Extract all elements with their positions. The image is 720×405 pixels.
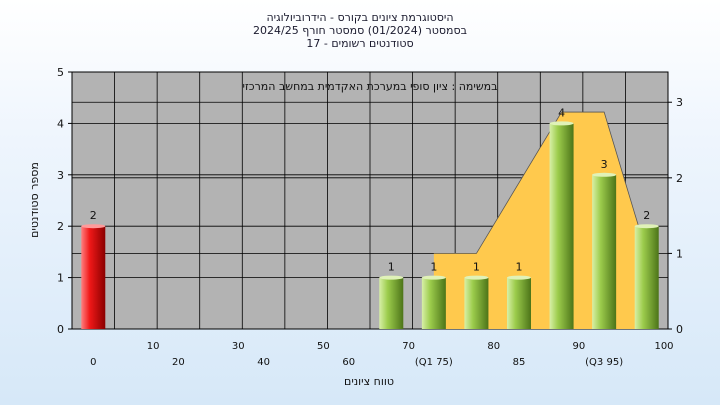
x-tick-label: 90: [572, 341, 585, 352]
y-tick-label: 1: [57, 272, 64, 285]
x-tick-label: (Q1 75): [415, 357, 453, 368]
data-label-100: 2: [643, 209, 650, 222]
x-tick-label: 80: [487, 341, 500, 352]
data-label-80: 1: [473, 261, 480, 274]
y2-tick-label: 1: [676, 247, 683, 260]
chart-title: היסטוגרמת ציונים בקורס - הידרוביולוגיה ב…: [253, 11, 467, 50]
y-tick-label: 2: [57, 220, 64, 233]
data-label-75: 1: [430, 261, 437, 274]
x-axis-label: טווח ציונים: [344, 375, 394, 388]
bar-95: [592, 174, 617, 329]
chart-annotation: במשימה : ציון סופי במערכת האקדמית במחשב …: [243, 80, 498, 93]
y-tick-label: 0: [57, 323, 64, 336]
data-label-0: 2: [90, 209, 97, 222]
data-label-90: 4: [558, 106, 565, 119]
bar-100: [634, 226, 659, 329]
grid-lines: [72, 72, 668, 329]
area-outline: [433, 111, 648, 254]
bar-90: [549, 123, 574, 330]
y2-tick-label: 0: [676, 323, 683, 336]
bar-top-90: [549, 121, 574, 126]
x-tick-label: 85: [513, 357, 526, 368]
title-line-1: היסטוגרמת ציונים בקורס - הידרוביולוגיה: [266, 11, 453, 24]
title-line-2: בסמסטר (01/2024) סמסטר חורף 2024/25: [253, 24, 467, 37]
x-tick-label: 40: [257, 357, 270, 368]
y2-tick-label: 2: [676, 172, 683, 185]
x-tick-label: 0: [90, 357, 96, 368]
data-label-70: 1: [388, 261, 395, 274]
bar-75: [421, 277, 446, 329]
y-tick-label: 4: [57, 117, 64, 130]
x-tick-label: 20: [172, 357, 185, 368]
x-tick-label: 60: [342, 357, 355, 368]
data-label-85: 1: [516, 261, 523, 274]
title-line-3: סטודנטים רשומים - 17: [306, 37, 413, 50]
data-labels: 2 1 1 1 1 4 3 2: [90, 106, 650, 273]
bar-top-100: [634, 224, 659, 229]
bar-top-0: [81, 224, 106, 229]
y-axis-ticks: 0 1 2 3 4 5: [57, 66, 72, 336]
x-tick-label: 70: [402, 341, 415, 352]
bar-85: [507, 277, 531, 329]
y-tick-label: 3: [57, 169, 64, 182]
bar-0: [81, 226, 106, 329]
bars: [81, 121, 659, 330]
bar-top-80: [464, 275, 489, 280]
x-tick-label: (Q3 95): [585, 357, 623, 368]
bar-top-95: [592, 172, 617, 177]
y-tick-label: 5: [57, 66, 64, 79]
y2-tick-label: 3: [676, 96, 683, 109]
bar-70: [379, 277, 404, 329]
x-axis-ticks: 0 10 20 30 40 50 60 70(Q1 75) 80 85 90(Q3 95) 100: [90, 341, 673, 368]
bar-80: [464, 277, 489, 329]
bar-top-85: [507, 275, 531, 280]
x-tick-label: 50: [317, 341, 330, 352]
x-tick-label: 10: [147, 341, 160, 352]
x-tick-label: 30: [232, 341, 245, 352]
bar-top-70: [379, 275, 404, 280]
data-label-95: 3: [601, 158, 608, 171]
y2-axis-ticks: 0 1 2 3: [668, 96, 683, 336]
x-tick-label: 100: [654, 341, 673, 352]
y-axis-label: מספר סטודנטים: [28, 162, 41, 238]
bar-top-75: [421, 275, 446, 280]
